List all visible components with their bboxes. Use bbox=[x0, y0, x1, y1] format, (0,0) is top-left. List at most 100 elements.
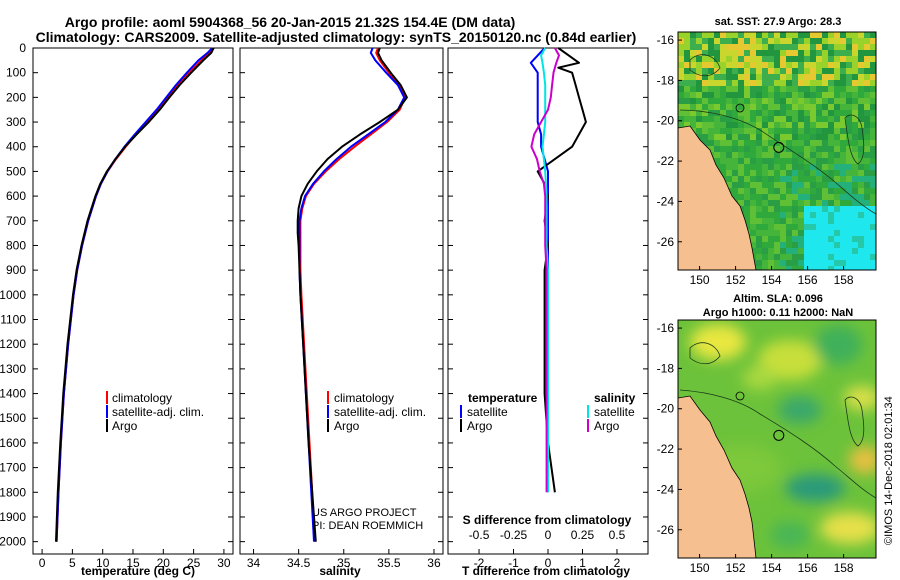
sst-cell bbox=[762, 98, 768, 104]
sst-cell bbox=[834, 68, 840, 74]
sst-cell bbox=[756, 158, 762, 164]
sst-cell bbox=[798, 134, 804, 140]
sst-cell bbox=[744, 74, 750, 80]
figure-title-line1: Argo profile: aoml 5904368_56 20-Jan-201… bbox=[65, 14, 516, 30]
sst-cell bbox=[834, 170, 840, 176]
sst-cell bbox=[744, 152, 750, 158]
sst-cell bbox=[756, 44, 762, 50]
sst-cell bbox=[852, 140, 858, 146]
sst-cell bbox=[756, 176, 762, 182]
sst-cell bbox=[684, 38, 690, 44]
salinity-legend: climatology satellite-adj. clim. Argo bbox=[327, 391, 426, 433]
map-x-tick-label: 158 bbox=[834, 273, 854, 287]
sst-cell bbox=[696, 38, 702, 44]
sst-cell bbox=[870, 146, 876, 152]
sst-cell bbox=[852, 50, 858, 56]
sst-cell bbox=[684, 116, 690, 122]
sst-cell bbox=[792, 200, 798, 206]
sst-cell bbox=[774, 56, 780, 62]
sst-cell bbox=[744, 146, 750, 152]
sst-cell bbox=[840, 230, 846, 236]
sst-cell bbox=[726, 152, 732, 158]
sst-cell bbox=[810, 74, 816, 80]
sst-cell bbox=[810, 170, 816, 176]
sst-cell bbox=[750, 236, 756, 242]
sst-cell bbox=[768, 230, 774, 236]
sst-cell bbox=[840, 224, 846, 230]
sst-cell bbox=[726, 164, 732, 170]
sst-cell bbox=[720, 158, 726, 164]
sst-cell bbox=[792, 146, 798, 152]
sst-cell bbox=[864, 260, 870, 266]
sst-cell bbox=[846, 50, 852, 56]
sst-cell bbox=[852, 122, 858, 128]
sst-cell bbox=[864, 32, 870, 38]
sst-cell bbox=[870, 188, 876, 194]
sst-cell bbox=[702, 98, 708, 104]
sst-cell bbox=[804, 56, 810, 62]
sst-cell bbox=[816, 32, 822, 38]
sst-cell bbox=[756, 194, 762, 200]
sst-cell bbox=[726, 158, 732, 164]
sst-cell bbox=[696, 92, 702, 98]
sst-cell bbox=[834, 260, 840, 266]
sla-australia-land bbox=[678, 395, 757, 558]
difference-x-ticks: -2 -1 0 1 2 bbox=[474, 549, 621, 570]
sst-cell bbox=[816, 236, 822, 242]
sst-cell bbox=[798, 128, 804, 134]
sst-cell bbox=[804, 80, 810, 86]
sst-cell bbox=[690, 44, 696, 50]
sst-cell bbox=[828, 170, 834, 176]
sst-cell bbox=[768, 50, 774, 56]
temperature-frame bbox=[32, 47, 234, 555]
sst-cell bbox=[738, 104, 744, 110]
sst-cell bbox=[738, 170, 744, 176]
sst-cell bbox=[738, 194, 744, 200]
sst-cell bbox=[768, 56, 774, 62]
sst-cell bbox=[792, 128, 798, 134]
sst-cell bbox=[798, 194, 804, 200]
sst-cell bbox=[828, 74, 834, 80]
sst-cell bbox=[810, 140, 816, 146]
sst-cell bbox=[858, 170, 864, 176]
sst-cell bbox=[846, 212, 852, 218]
sst-cell bbox=[840, 158, 846, 164]
sst-cell bbox=[864, 62, 870, 68]
sst-cell bbox=[816, 260, 822, 266]
sst-cell bbox=[810, 224, 816, 230]
sst-cell bbox=[696, 98, 702, 104]
sst-cell bbox=[750, 98, 756, 104]
sst-cell bbox=[804, 182, 810, 188]
sst-cell bbox=[786, 122, 792, 128]
sst-cell bbox=[708, 146, 714, 152]
sst-cell bbox=[816, 194, 822, 200]
sst-cell bbox=[678, 44, 684, 50]
sst-cell bbox=[846, 176, 852, 182]
sst-cell bbox=[708, 98, 714, 104]
sst-cell bbox=[726, 98, 732, 104]
depth-tick-label: 1400 bbox=[0, 387, 26, 401]
sst-cell bbox=[786, 56, 792, 62]
s-diff-tick-label: 0 bbox=[545, 528, 552, 542]
sst-island-marker bbox=[735, 103, 745, 113]
sst-cell bbox=[690, 32, 696, 38]
sst-cell bbox=[726, 110, 732, 116]
sst-cell bbox=[762, 218, 768, 224]
sst-cell bbox=[840, 254, 846, 260]
sst-cell bbox=[774, 128, 780, 134]
sst-cell bbox=[732, 146, 738, 152]
sst-cell bbox=[750, 74, 756, 80]
sst-cell bbox=[864, 134, 870, 140]
sla-depth-contour bbox=[679, 389, 876, 499]
sst-cell bbox=[810, 236, 816, 242]
sst-cell bbox=[858, 266, 864, 270]
sst-cell bbox=[798, 200, 804, 206]
sst-cell bbox=[858, 110, 864, 116]
sst-cell bbox=[762, 212, 768, 218]
sst-cell bbox=[810, 266, 816, 270]
sst-cell bbox=[750, 116, 756, 122]
sst-cell bbox=[786, 158, 792, 164]
sst-cell bbox=[762, 230, 768, 236]
sst-cell bbox=[708, 92, 714, 98]
sst-cell bbox=[750, 110, 756, 116]
